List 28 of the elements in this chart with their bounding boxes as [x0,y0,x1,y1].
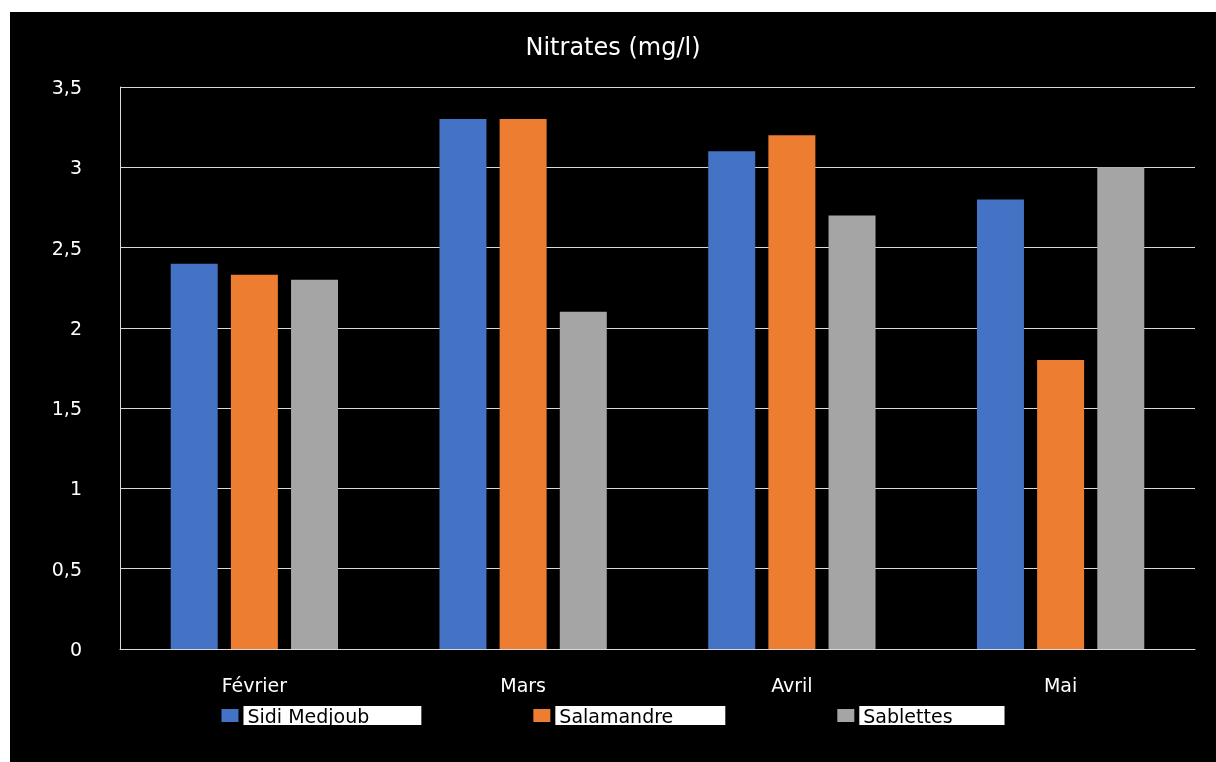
x-tick-label: Mars [500,673,546,696]
x-tick-label: Février [221,673,288,696]
legend-label: Sidi Medjoub [247,704,370,727]
y-tick-label: 2,5 [51,236,82,259]
x-tick-label: Avril [771,673,813,696]
y-tick-label: 0 [69,638,82,660]
y-tick-label: 2 [69,316,82,339]
bar [768,135,816,649]
bar [170,263,218,649]
y-tick-label: 3,5 [51,76,82,98]
bar [439,119,487,649]
bar [1037,359,1085,649]
bar [230,274,278,649]
bar [291,279,339,649]
y-tick-label: 1 [69,477,82,500]
y-tick-label: 0,5 [51,557,82,580]
bar [976,199,1024,649]
y-tick-label: 3 [69,156,82,179]
bar [499,119,547,649]
bar [708,151,756,649]
bar [1097,167,1145,649]
bar [559,311,607,649]
legend-label: Sablettes [863,704,953,727]
bar [828,215,876,649]
y-tick-label: 1,5 [51,397,82,420]
legend-label: Salamandre [559,704,674,727]
chart-title: Nitrates (mg/l) [525,33,701,61]
x-tick-label: Mai [1043,673,1078,696]
